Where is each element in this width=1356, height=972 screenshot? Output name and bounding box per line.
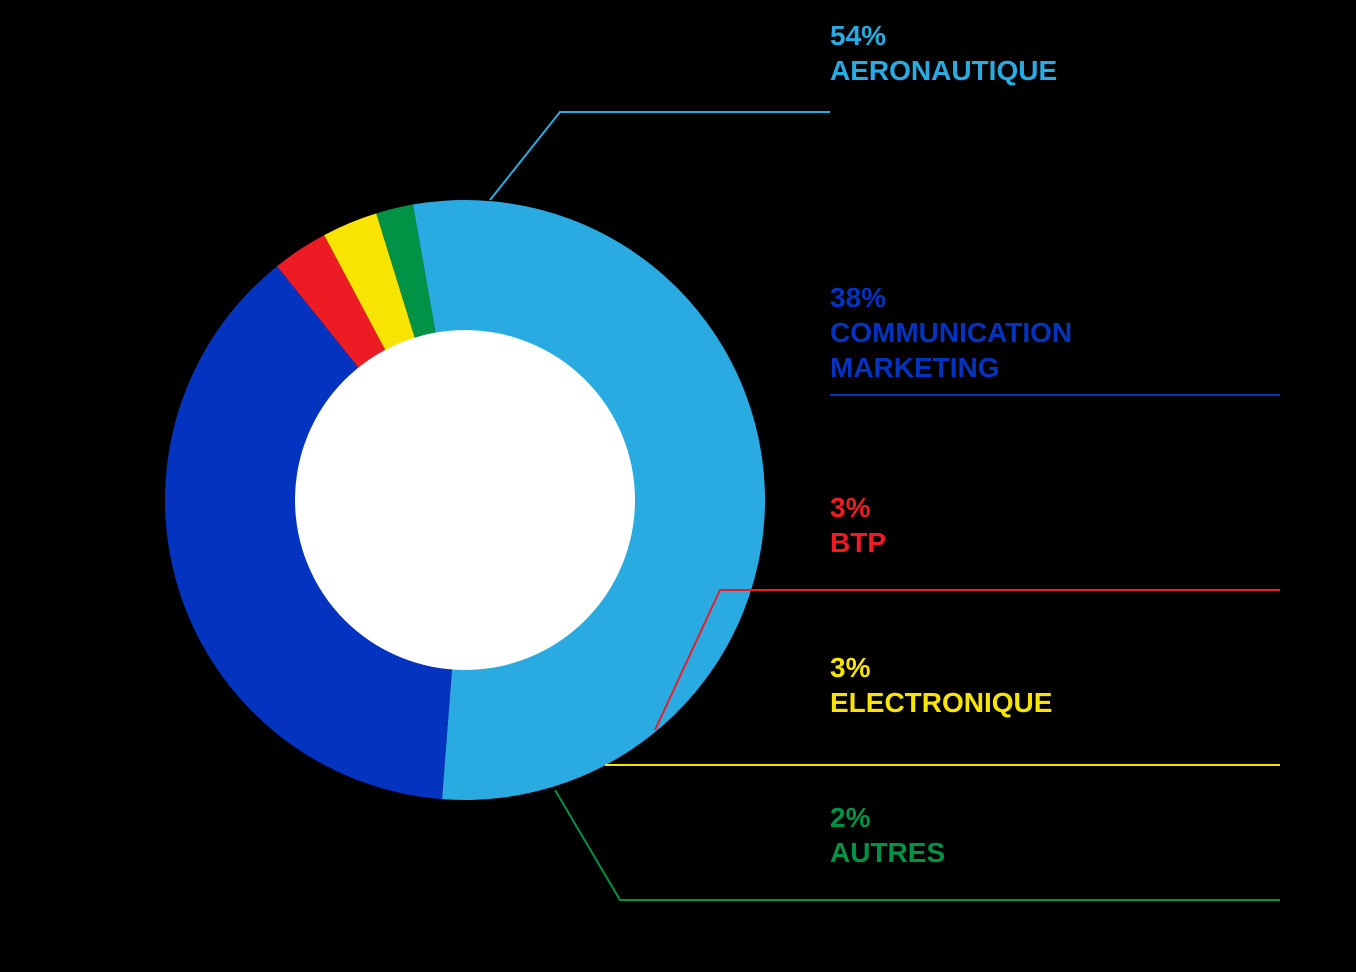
- donut-chart-stage: 54%AERONAUTIQUE 38%COMMUNICATION MARKETIN…: [0, 0, 1356, 972]
- label-btp: 3%BTP: [830, 490, 886, 560]
- donut-chart-svg: [0, 0, 1356, 972]
- label-aeronautique-pct: 54%: [830, 18, 1057, 53]
- label-electronique-name: ELECTRONIQUE: [830, 685, 1052, 720]
- label-autres: 2%AUTRES: [830, 800, 945, 870]
- label-communication-marketing-name: COMMUNICATION MARKETING: [830, 315, 1072, 385]
- label-communication-marketing: 38%COMMUNICATION MARKETING: [830, 280, 1072, 385]
- label-autres-name: AUTRES: [830, 835, 945, 870]
- label-autres-pct: 2%: [830, 800, 945, 835]
- label-electronique-pct: 3%: [830, 650, 1052, 685]
- leader-aeronautique: [490, 112, 830, 200]
- label-btp-pct: 3%: [830, 490, 886, 525]
- donut-inner-hole: [295, 330, 635, 670]
- label-aeronautique-name: AERONAUTIQUE: [830, 53, 1057, 88]
- label-electronique: 3%ELECTRONIQUE: [830, 650, 1052, 720]
- label-communication-marketing-pct: 38%: [830, 280, 1072, 315]
- label-aeronautique: 54%AERONAUTIQUE: [830, 18, 1057, 88]
- label-btp-name: BTP: [830, 525, 886, 560]
